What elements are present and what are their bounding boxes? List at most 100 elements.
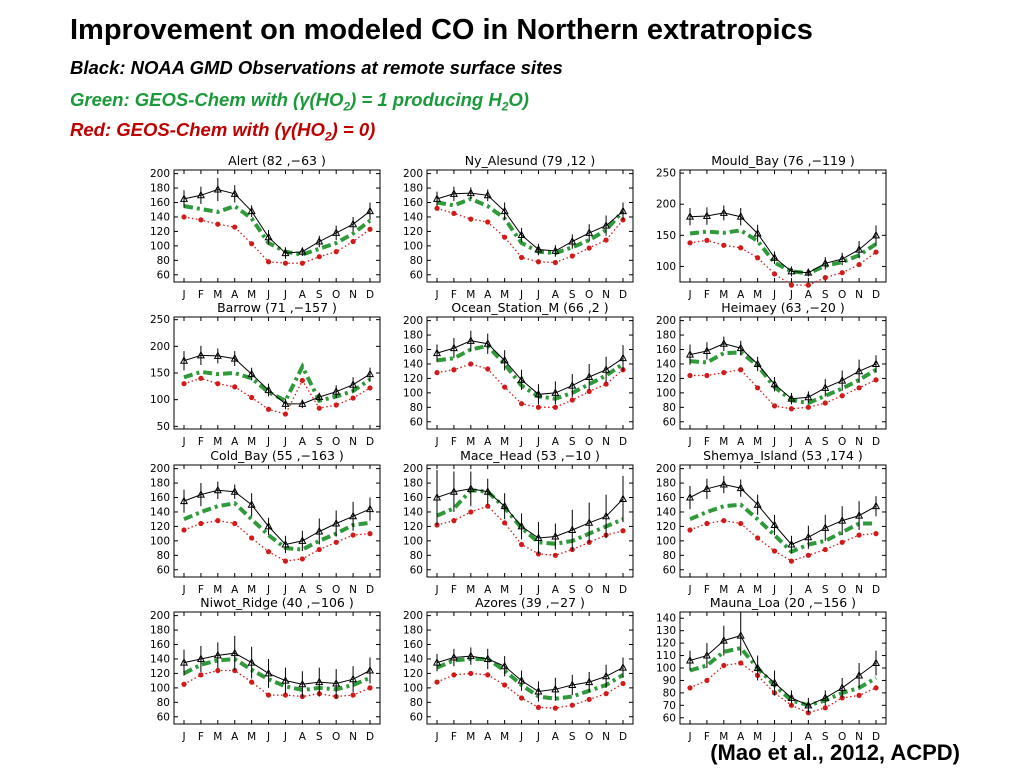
series-red-point — [535, 259, 542, 265]
series-red-point — [687, 685, 693, 691]
y-tick-label: 100 — [403, 682, 423, 694]
series-obs-point — [230, 189, 239, 197]
chart-frame — [426, 316, 634, 430]
series-obs-point — [349, 674, 358, 683]
series-obs-point — [855, 245, 864, 253]
series-red-point — [215, 518, 221, 524]
series-obs-point — [264, 385, 273, 394]
chart-frame — [679, 169, 887, 283]
series-red-point — [434, 679, 440, 685]
y-tick-label: 200 — [150, 610, 170, 622]
x-tick-label: A — [231, 731, 239, 743]
x-tick-label: O — [585, 584, 593, 596]
series-green-line — [689, 228, 878, 276]
series-obs-point — [838, 376, 847, 384]
series-red-point — [249, 241, 255, 247]
series-red-point — [215, 221, 221, 227]
series-obs-point — [517, 375, 526, 383]
page-title: Improvement on modeled CO in Northern ex… — [70, 14, 813, 46]
series-obs-point — [753, 228, 762, 237]
x-tick-label: F — [704, 584, 710, 596]
x-tick-label: D — [872, 584, 880, 596]
x-tick-label: O — [332, 289, 340, 301]
series-red-point — [502, 682, 508, 688]
y-tick-label: 80 — [410, 697, 423, 709]
y-tick-label: 100 — [150, 394, 170, 406]
series-obs-point — [753, 359, 762, 367]
series-obs-line — [183, 489, 371, 546]
series-obs-point — [281, 399, 290, 407]
series-obs-point — [332, 518, 341, 527]
series-obs-point — [281, 248, 290, 257]
x-tick-label: A — [231, 584, 239, 596]
series-obs-point — [179, 496, 189, 505]
series-red-point — [198, 217, 204, 223]
series-red-line — [183, 519, 371, 562]
series-obs-point — [585, 677, 594, 686]
series-obs-point — [264, 232, 273, 241]
x-tick-label: A — [484, 289, 492, 301]
chart-frame — [426, 169, 634, 283]
series-obs-point — [770, 379, 779, 388]
x-tick-label: D — [366, 584, 374, 596]
series-red-point — [232, 384, 238, 390]
series-red-point — [535, 404, 542, 410]
y-tick-label: 140 — [403, 653, 423, 665]
y-tick-label: 100 — [403, 535, 423, 547]
series-obs-point — [298, 536, 307, 544]
y-tick-label: 60 — [157, 711, 170, 723]
x-tick-label: M — [247, 436, 256, 448]
series-obs-line — [436, 192, 624, 252]
y-tick-label: 140 — [150, 211, 170, 223]
x-tick-label: J — [536, 584, 540, 596]
y-tick-label: 60 — [157, 269, 170, 281]
series-obs-point — [349, 380, 358, 388]
series-red-point — [603, 237, 609, 243]
series-obs-point — [332, 228, 341, 236]
x-tick-label: J — [181, 289, 185, 301]
series-red-point — [721, 242, 727, 248]
series-obs-point — [500, 661, 509, 670]
series-red-point — [856, 532, 862, 538]
y-tick-label: 50 — [157, 421, 170, 433]
x-tick-label: A — [231, 289, 239, 301]
series-red-point — [721, 370, 727, 376]
series-red-point — [788, 702, 795, 708]
x-tick-label: D — [366, 731, 374, 743]
y-tick-label: 80 — [663, 687, 676, 699]
series-red-point — [451, 672, 457, 678]
series-obs-point — [449, 343, 458, 352]
x-tick-label: A — [552, 289, 560, 301]
chart-title: Mauna_Loa (20 ,−156 ) — [710, 595, 856, 610]
series-red-line — [690, 369, 877, 410]
y-tick-label: 200 — [403, 610, 423, 622]
series-red-point — [704, 677, 710, 684]
series-obs-point — [332, 678, 341, 687]
chart-panel: Shemya_Island (53 ,174 ) 60 80 100 120 140 160… — [656, 448, 887, 596]
y-tick-label: 100 — [403, 240, 423, 252]
series-red-point — [704, 237, 710, 243]
x-tick-label: F — [704, 289, 710, 301]
y-tick-label: 100 — [656, 261, 676, 273]
x-tick-label: O — [838, 436, 846, 448]
y-tick-label: 110 — [656, 650, 676, 662]
x-tick-label: F — [451, 731, 457, 743]
y-tick-label: 180 — [150, 478, 170, 490]
series-green-line — [183, 362, 372, 404]
y-tick-label: 80 — [410, 550, 423, 562]
series-red-line — [436, 505, 624, 556]
citation: (Mao et al., 2012, ACPD) — [710, 740, 960, 765]
y-tick-label: 80 — [410, 255, 423, 267]
y-tick-label: 140 — [403, 506, 423, 518]
x-tick-label: S — [316, 584, 323, 596]
series-obs-point — [500, 501, 509, 510]
y-tick-label: 200 — [403, 315, 423, 327]
x-tick-label: J — [434, 584, 438, 596]
x-tick-label: N — [602, 584, 610, 596]
chart-title: Mace_Head (53 ,−10 ) — [460, 448, 600, 463]
series-obs-point — [719, 479, 728, 488]
chart-title: Alert (82 ,−63 ) — [228, 153, 326, 168]
x-tick-label: J — [181, 436, 185, 448]
series-green-line — [183, 656, 371, 693]
